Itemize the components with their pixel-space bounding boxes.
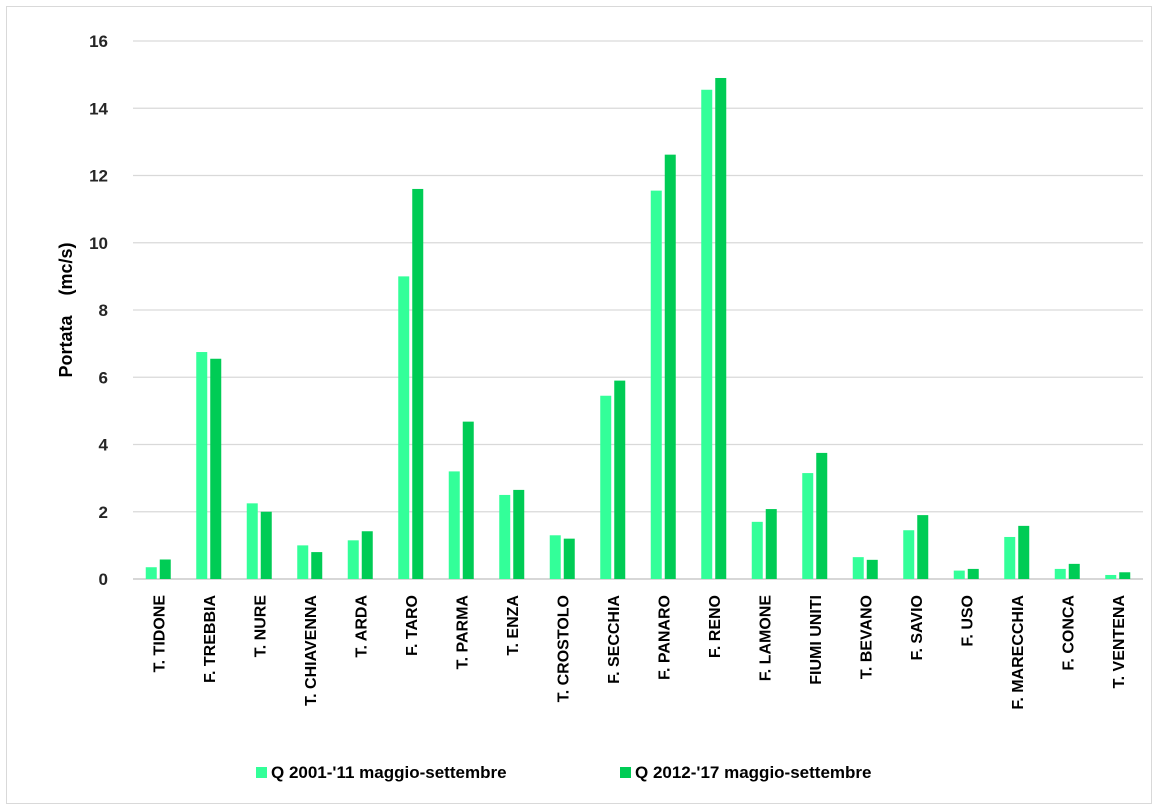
bar-q2001-11: [650, 190, 662, 579]
bar-q2012-17: [159, 559, 171, 579]
bar-q2001-11: [347, 540, 359, 579]
bar-q2001-11: [852, 557, 864, 579]
bars: [145, 77, 1131, 580]
bar-q2012-17: [765, 509, 777, 579]
bar-q2012-17: [614, 380, 626, 579]
bar-q2012-17: [462, 421, 474, 579]
bar-q2012-17: [1018, 525, 1030, 579]
y-tick-label: 6: [99, 368, 108, 387]
bar-q2012-17: [967, 568, 979, 579]
bar-q2001-11: [751, 521, 763, 579]
x-category-label: F. TARO: [404, 595, 421, 656]
legend-swatch: [620, 767, 631, 778]
y-axis-ticks: 0 2 4 6 8 10 12 14 16: [89, 32, 108, 589]
legend-label: Q 2012-'17 maggio-settembre: [635, 763, 871, 782]
y-tick-label: 12: [89, 167, 108, 186]
bar-q2001-11: [448, 471, 460, 579]
y-tick-label: 16: [89, 32, 108, 51]
y-tick-label: 14: [89, 99, 108, 118]
x-category-label: F. TREBBIA: [202, 595, 219, 683]
y-tick-label: 2: [99, 503, 108, 522]
legend: Q 2001-'11 maggio-settembre Q 2012-'17 ma…: [256, 763, 871, 782]
bar-q2001-11: [398, 276, 410, 579]
x-category-label: T. ARDA: [353, 595, 370, 658]
bar-q2001-11: [802, 473, 814, 579]
bar-q2001-11: [600, 395, 612, 579]
bar-q2012-17: [816, 452, 828, 579]
y-tick-label: 10: [89, 234, 108, 253]
x-category-label: T. ENZA: [505, 595, 522, 656]
bar-q2012-17: [917, 515, 929, 579]
bar-q2001-11: [297, 545, 309, 579]
x-category-label: F. USO: [959, 595, 976, 647]
x-axis-categories: T. TIDONE F. TREBBIA T. NURE T. CHIAVENNA T.…: [151, 595, 1128, 710]
x-category-label: T. BEVANO: [858, 595, 875, 679]
bar-q2001-11: [246, 503, 258, 579]
bar-q2012-17: [563, 538, 575, 579]
bar-q2012-17: [1119, 572, 1131, 579]
gridlines: [133, 40, 1143, 580]
x-category-label: F. RENO: [707, 595, 724, 658]
bar-q2012-17: [664, 154, 676, 579]
bar-q2001-11: [196, 352, 208, 579]
x-category-label: F. PANARO: [656, 595, 673, 680]
bar-q2001-11: [499, 494, 511, 579]
bar-q2012-17: [513, 489, 525, 579]
x-category-label: F. MARECCHIA: [1010, 595, 1027, 710]
x-category-label: T. PARMA: [454, 595, 471, 670]
bar-q2001-11: [1054, 568, 1066, 579]
bar-q2001-11: [1105, 574, 1117, 579]
bar-q2012-17: [260, 511, 272, 579]
bar-q2001-11: [953, 570, 965, 579]
bar-q2012-17: [1068, 563, 1080, 579]
y-tick-label: 8: [99, 301, 108, 320]
x-category-label: F. CONCA: [1060, 595, 1077, 671]
legend-swatch: [256, 767, 267, 778]
bar-q2012-17: [412, 188, 424, 579]
x-category-label: T. CHIAVENNA: [303, 595, 320, 706]
x-category-label: T. TIDONE: [151, 595, 168, 673]
bar-q2012-17: [210, 358, 222, 579]
bar-q2001-11: [903, 530, 915, 579]
y-tick-label: 0: [99, 570, 108, 589]
bar-q2001-11: [145, 567, 157, 579]
legend-label: Q 2001-'11 maggio-settembre: [271, 763, 507, 782]
bar-q2012-17: [311, 552, 323, 579]
bar-q2012-17: [361, 531, 373, 579]
x-category-label: F. LAMONE: [757, 595, 774, 682]
bar-q2001-11: [549, 535, 561, 579]
bar-q2001-11: [701, 89, 713, 579]
x-category-label: T. VENTENA: [1111, 595, 1128, 689]
bar-q2001-11: [1004, 536, 1016, 579]
x-category-label: F. SAVIO: [909, 595, 926, 661]
x-category-label: T. CROSTOLO: [555, 595, 572, 702]
x-category-label: FIUMI UNITI: [808, 595, 825, 685]
bar-q2012-17: [866, 559, 878, 579]
x-category-label: T. NURE: [252, 595, 269, 658]
y-tick-label: 4: [99, 436, 109, 455]
bar-q2012-17: [715, 77, 727, 580]
x-category-label: F. SECCHIA: [606, 595, 623, 684]
y-axis-label: Portata (mc/s): [56, 242, 76, 377]
